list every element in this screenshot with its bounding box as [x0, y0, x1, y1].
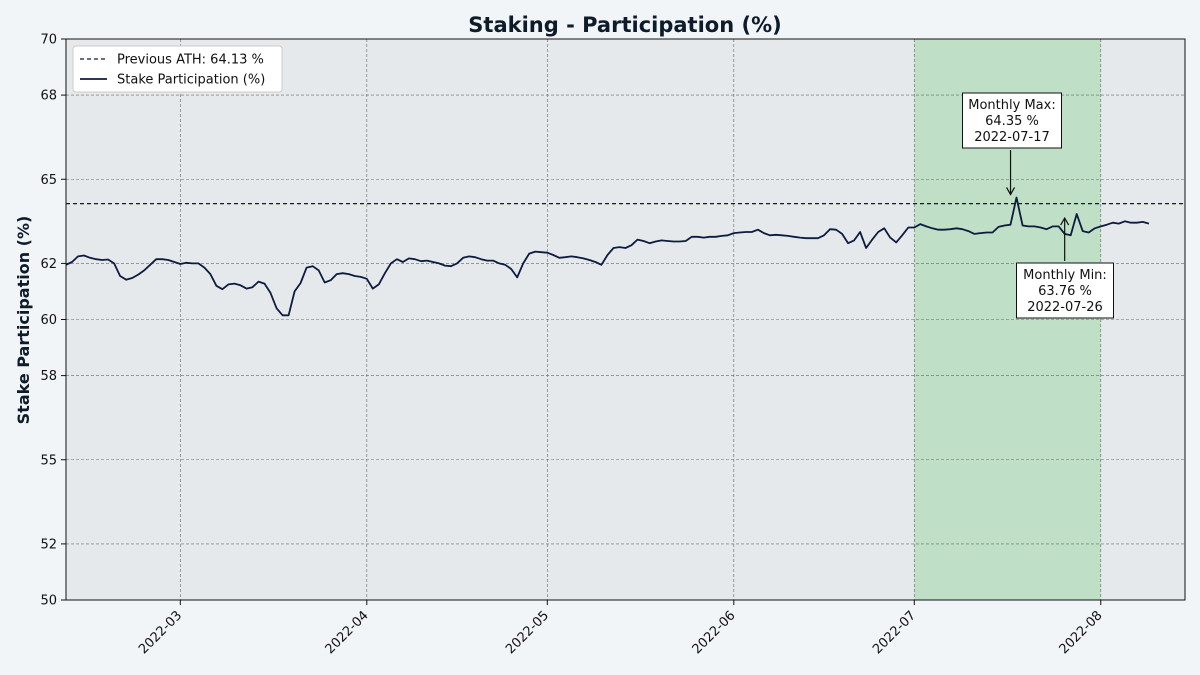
- y-tick-label: 58: [40, 369, 57, 384]
- x-tick-label: 2022-05: [503, 608, 552, 657]
- annotation-text: Monthly Max:: [968, 98, 1055, 113]
- y-axis: 50 52 55 58 60 62 65 68 70: [40, 33, 66, 609]
- annotations: Monthly Max:64.35 %2022-07-17 Monthly Min…: [962, 92, 1114, 319]
- annotation-arrowhead: [1060, 216, 1070, 226]
- annotation-text: Monthly Min:: [1023, 268, 1107, 283]
- legend-series-label: Stake Participation (%): [117, 73, 265, 88]
- x-tick-label: 2022-08: [1057, 608, 1106, 657]
- x-tick-label: 2022-04: [323, 608, 372, 657]
- annotation-text: 63.76 %: [1038, 284, 1092, 299]
- annotation-box: [1016, 262, 1114, 319]
- x-tick-label: 2022-06: [690, 608, 739, 657]
- annotation-text: 2022-07-26: [1027, 300, 1103, 315]
- annotation-min: Monthly Min:63.76 %2022-07-26: [1016, 216, 1114, 319]
- annotation-text: 2022-07-17: [974, 130, 1050, 145]
- legend: Previous ATH: 64.13 % Stake Participatio…: [72, 45, 283, 93]
- y-tick-label: 65: [40, 173, 57, 188]
- y-tick-label: 68: [40, 89, 57, 104]
- y-tick-label: 52: [40, 537, 57, 552]
- y-axis-label: Stake Participation (%): [14, 216, 33, 425]
- x-tick-label: 2022-03: [136, 608, 185, 657]
- annotation-arrowhead: [1006, 187, 1016, 196]
- series-line: [65, 196, 1150, 317]
- y-tick-label: 50: [40, 594, 57, 609]
- x-tick-label: 2022-07: [870, 608, 919, 657]
- y-tick-label: 62: [40, 257, 57, 272]
- chart-title: Staking - Participation (%): [468, 13, 781, 37]
- x-axis: 2022-03 2022-04 2022-05 2022-06 2022-07 2022-…: [136, 600, 1106, 657]
- annotation-text: 64.35 %: [985, 114, 1039, 129]
- legend-ath-label: Previous ATH: 64.13 %: [117, 53, 264, 68]
- annotation-max: Monthly Max:64.35 %2022-07-17: [962, 92, 1062, 196]
- y-tick-label: 55: [40, 453, 57, 468]
- legend-box: [72, 45, 283, 93]
- annotation-box: [962, 92, 1062, 149]
- y-tick-label: 60: [40, 313, 57, 328]
- y-tick-label: 70: [40, 33, 57, 48]
